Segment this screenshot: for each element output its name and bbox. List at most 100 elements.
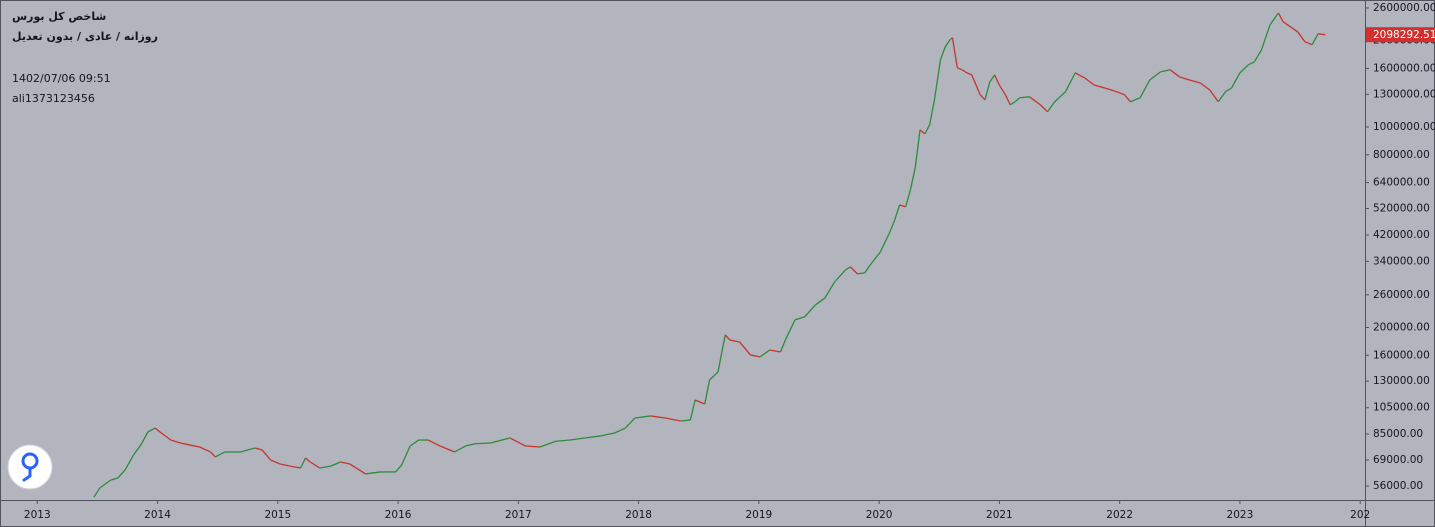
price-segment xyxy=(240,447,256,453)
price-segment xyxy=(147,427,156,433)
y-tick-label: 1000000.00 xyxy=(1373,121,1435,133)
y-tick-label: 520000.00 xyxy=(1373,202,1430,214)
price-segment xyxy=(1029,96,1041,106)
x-tick-label: 2021 xyxy=(986,509,1013,521)
price-segment xyxy=(889,219,896,233)
price-segment xyxy=(815,297,826,306)
price-segment xyxy=(1160,69,1171,73)
price-segment xyxy=(961,69,968,74)
x-tick-label: 2022 xyxy=(1106,509,1133,521)
price-segment xyxy=(569,437,586,441)
x-tick-label: 2018 xyxy=(625,509,652,521)
price-segment xyxy=(599,432,615,437)
price-segment xyxy=(984,81,991,100)
price-segment xyxy=(1253,49,1263,63)
price-segment xyxy=(929,99,936,125)
price-segment xyxy=(1105,87,1116,92)
price-segment xyxy=(689,399,696,421)
price-segment xyxy=(864,265,871,274)
price-segment xyxy=(944,39,951,48)
price-segment xyxy=(490,437,511,444)
price-segment xyxy=(365,471,381,475)
price-segment xyxy=(933,59,942,100)
price-segment xyxy=(349,463,366,475)
price-segment xyxy=(909,167,916,191)
price-segment xyxy=(309,461,321,469)
price-segment xyxy=(1114,90,1125,96)
price-segment xyxy=(270,459,281,465)
logo[interactable] xyxy=(7,444,53,490)
y-tick-label: 1300000.00 xyxy=(1373,88,1435,100)
price-segment xyxy=(1039,104,1048,113)
y-tick-label: 85000.00 xyxy=(1373,428,1423,440)
price-segment xyxy=(849,266,858,275)
chart-subtitle: روزانه / عادی / بدون تعدیل xyxy=(12,30,158,43)
plot xyxy=(93,12,1326,498)
price-segment xyxy=(1074,72,1086,79)
price-segment xyxy=(395,464,403,473)
price-segment xyxy=(93,487,101,498)
price-segment xyxy=(300,457,307,469)
price-segment xyxy=(998,84,1006,96)
price-segment xyxy=(132,444,142,456)
price-label: 2098292.51 xyxy=(1373,29,1435,41)
x-tick-label: 202 xyxy=(1350,509,1370,521)
price-segment xyxy=(1084,77,1095,86)
price-segment xyxy=(1004,94,1011,106)
price-segment xyxy=(868,251,881,267)
username: ali1373123456 xyxy=(12,92,95,105)
price-segment xyxy=(729,339,740,343)
price-segment xyxy=(1318,33,1326,36)
price-segment xyxy=(209,451,216,458)
price-segment xyxy=(124,454,135,471)
price-segment xyxy=(1290,26,1299,33)
price-segment xyxy=(709,371,719,381)
x-tick-label: 2014 xyxy=(144,509,171,521)
y-tick-label: 69000.00 xyxy=(1373,454,1423,466)
price-segment xyxy=(1248,61,1255,66)
price-segment xyxy=(1297,31,1306,43)
price-segment xyxy=(170,439,181,444)
price-label-box xyxy=(1366,27,1435,43)
price-segment xyxy=(904,189,912,208)
price-segment xyxy=(717,334,726,373)
price-segment xyxy=(261,449,272,461)
price-segment xyxy=(924,124,931,135)
price-segment xyxy=(650,415,666,419)
x-tick-label: 2016 xyxy=(385,509,412,521)
price-segment xyxy=(180,442,191,446)
price-segment xyxy=(845,266,851,271)
price-segment xyxy=(1189,79,1201,84)
y-tick-label: 130000.00 xyxy=(1373,375,1430,387)
y-tick-label: 420000.00 xyxy=(1373,229,1430,241)
price-segment xyxy=(1169,69,1181,78)
price-segment xyxy=(199,446,211,453)
y-tick-label: 56000.00 xyxy=(1373,480,1423,492)
price-segment xyxy=(140,431,149,446)
price-segment xyxy=(1009,101,1016,106)
price-segment xyxy=(624,417,636,429)
price-segment xyxy=(1179,76,1190,81)
price-segment xyxy=(1260,24,1271,50)
y-tick-label: 2600000.00 xyxy=(1373,2,1435,14)
price-segment xyxy=(454,445,466,453)
x-tick-label: 2020 xyxy=(866,509,893,521)
price-segment xyxy=(99,479,112,489)
price-segment xyxy=(1064,72,1076,92)
price-segment xyxy=(585,435,601,439)
price-segment xyxy=(614,427,626,434)
price-segment xyxy=(280,463,290,467)
price-segment xyxy=(214,451,226,458)
price-segment xyxy=(993,74,1000,86)
price-segment xyxy=(1217,91,1227,103)
price-segment xyxy=(555,439,571,442)
price-segment xyxy=(1239,64,1249,74)
price-segment xyxy=(739,341,751,356)
price-segment xyxy=(759,349,771,358)
price-segment xyxy=(1139,79,1151,99)
price-segment xyxy=(1209,89,1219,103)
price-segment xyxy=(305,457,311,463)
price-segment xyxy=(154,427,161,433)
